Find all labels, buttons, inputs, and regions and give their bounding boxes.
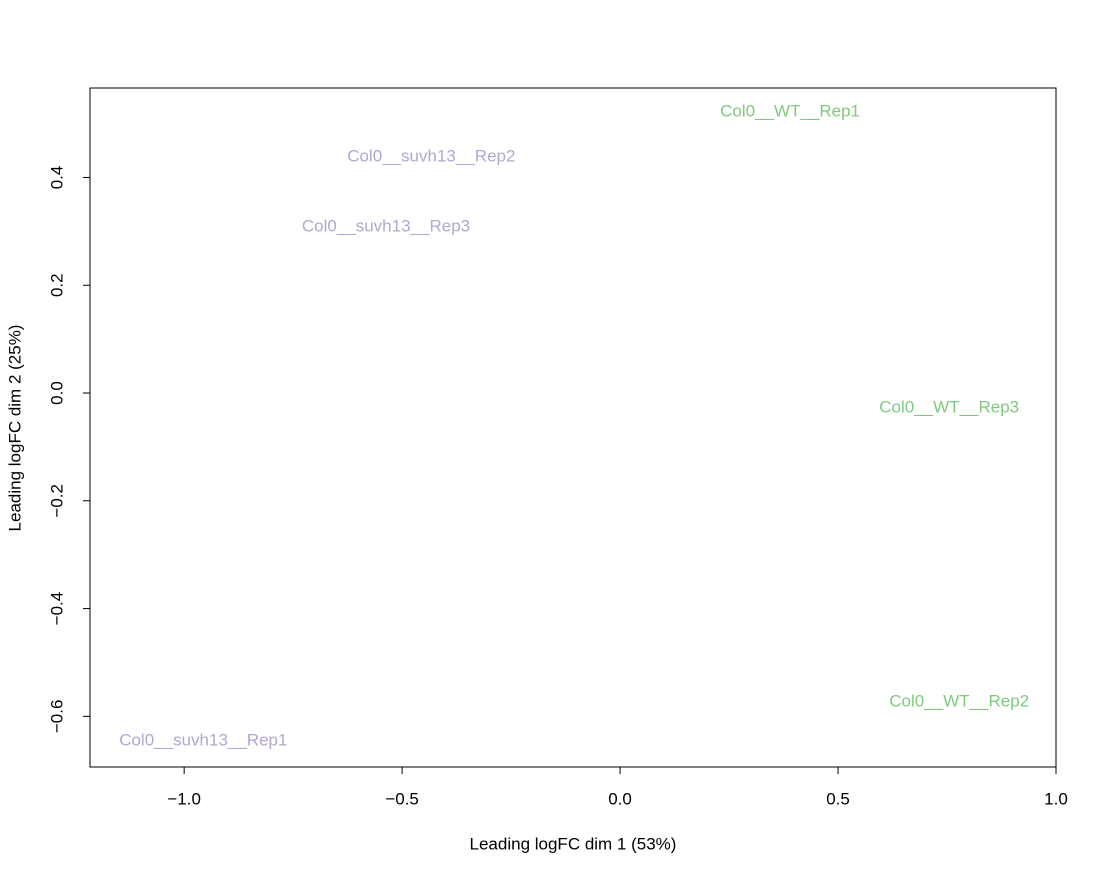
y-tick-label: −0.2 xyxy=(47,484,66,518)
x-tick-label: −0.5 xyxy=(385,789,419,808)
x-tick-label: 0.5 xyxy=(826,789,850,808)
point-label: Col0__suvh13__Rep1 xyxy=(119,731,287,750)
point-label: Col0__suvh13__Rep3 xyxy=(302,217,470,236)
y-tick-label: 0.4 xyxy=(47,166,66,190)
point-label: Col0__suvh13__Rep2 xyxy=(347,146,515,165)
point-label: Col0__WT__Rep1 xyxy=(720,102,860,121)
point-label: Col0__WT__Rep2 xyxy=(889,691,1029,710)
x-tick-label: 1.0 xyxy=(1044,789,1068,808)
y-tick-label: −0.4 xyxy=(47,592,66,626)
y-tick-label: 0.2 xyxy=(47,273,66,297)
plot-frame xyxy=(89,87,1057,768)
point-label: Col0__WT__Rep3 xyxy=(879,398,1019,417)
x-tick-label: 0.0 xyxy=(608,789,632,808)
y-tick-label: −0.6 xyxy=(47,700,66,734)
x-axis-label: Leading logFC dim 1 (53%) xyxy=(470,834,677,853)
y-axis-label: Leading logFC dim 2 (25%) xyxy=(5,325,24,532)
y-tick-label: 0.0 xyxy=(47,381,66,405)
x-tick-label: −1.0 xyxy=(167,789,201,808)
